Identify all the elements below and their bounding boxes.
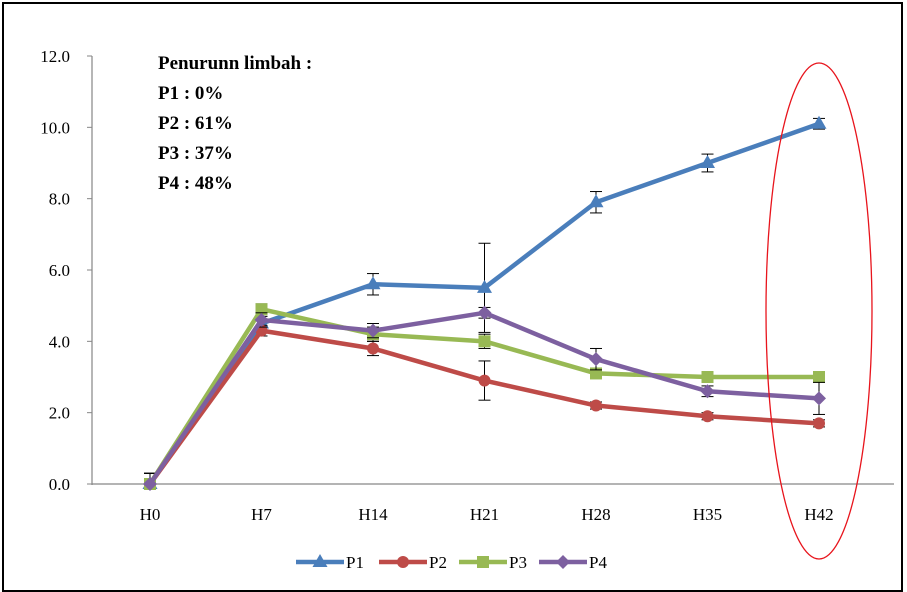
triangle-marker: [312, 554, 328, 567]
annotation-line-4: P3 : 37%: [158, 143, 233, 164]
square-marker: [255, 303, 268, 316]
x-tick-label: H28: [581, 505, 610, 524]
chart-series: [142, 115, 827, 491]
diamond-marker: [589, 352, 603, 367]
legend-item-p1: P1: [296, 553, 364, 572]
annotation-line-5: P4 : 48%: [158, 173, 233, 194]
triangle-marker: [477, 279, 492, 293]
y-tick-label: 2.0: [49, 404, 70, 423]
legend-label: P4: [589, 553, 607, 572]
legend-label: P2: [429, 553, 447, 572]
circle-marker: [397, 556, 409, 568]
annotation-line-3: P2 : 61%: [158, 113, 233, 134]
diamond-marker: [254, 312, 269, 327]
y-tick-label: 8.0: [49, 190, 70, 209]
reduction-annotation: Penurunn limbah : P1 : 0% P2 : 61% P3 : …: [158, 53, 312, 194]
x-tick-label: H42: [804, 505, 833, 524]
square-marker: [478, 335, 491, 348]
x-tick-label: H7: [251, 505, 272, 524]
annotation-line-2: P1 : 0%: [158, 83, 223, 104]
y-tick-label: 12.0: [40, 47, 70, 66]
square-marker: [813, 371, 825, 383]
square-marker: [477, 556, 489, 568]
y-tick-label: 6.0: [49, 261, 70, 280]
x-tick-label: H21: [470, 505, 499, 524]
diamond-marker: [556, 555, 570, 569]
chart-axes: 0.0 2.0 4.0 6.0 8.0 10.0 12.0 H0 H7 H14 H21 H28 H35 H…: [40, 47, 894, 524]
diamond-marker: [366, 323, 380, 338]
highlight-layer: [765, 62, 873, 560]
diamond-marker: [700, 384, 715, 399]
x-tick-label: H0: [140, 505, 161, 524]
y-tick-label: 0.0: [49, 475, 70, 494]
series-p1: [142, 115, 827, 489]
circle-marker: [478, 374, 491, 387]
diamond-marker: [812, 391, 826, 406]
triangle-marker: [588, 194, 604, 208]
y-tick-label: 4.0: [49, 332, 70, 351]
legend-item-p3: P3: [459, 553, 527, 572]
triangle-marker: [365, 276, 381, 290]
series-p2: [144, 324, 825, 490]
circle-marker: [813, 417, 825, 430]
circle-marker: [367, 342, 379, 355]
line-chart: 0.0 2.0 4.0 6.0 8.0 10.0 12.0 H0 H7 H14 H21 H28 H35 H…: [40, 47, 894, 572]
legend-item-p4: P4: [539, 553, 607, 572]
circle-marker: [590, 399, 602, 412]
chart-legend: P1 P2 P3 P4: [296, 553, 607, 572]
x-tick-label: H35: [693, 505, 722, 524]
legend-label: P1: [346, 553, 364, 572]
legend-label: P3: [509, 553, 527, 572]
y-tick-label: 10.0: [40, 118, 70, 137]
highlight-ellipse: [765, 62, 873, 560]
annotation-line-1: Penurunn limbah :: [158, 53, 312, 74]
series-p4: [143, 305, 826, 491]
square-marker: [701, 371, 714, 383]
square-marker: [590, 367, 602, 380]
diamond-marker: [143, 477, 157, 491]
legend-item-p2: P2: [379, 553, 447, 572]
diamond-marker: [477, 305, 492, 320]
series-p3: [144, 303, 825, 490]
triangle-marker: [811, 115, 827, 129]
triangle-marker: [700, 155, 715, 168]
circle-marker: [701, 410, 714, 423]
x-tick-label: H14: [358, 505, 388, 524]
series-line-p2: [148, 328, 820, 486]
